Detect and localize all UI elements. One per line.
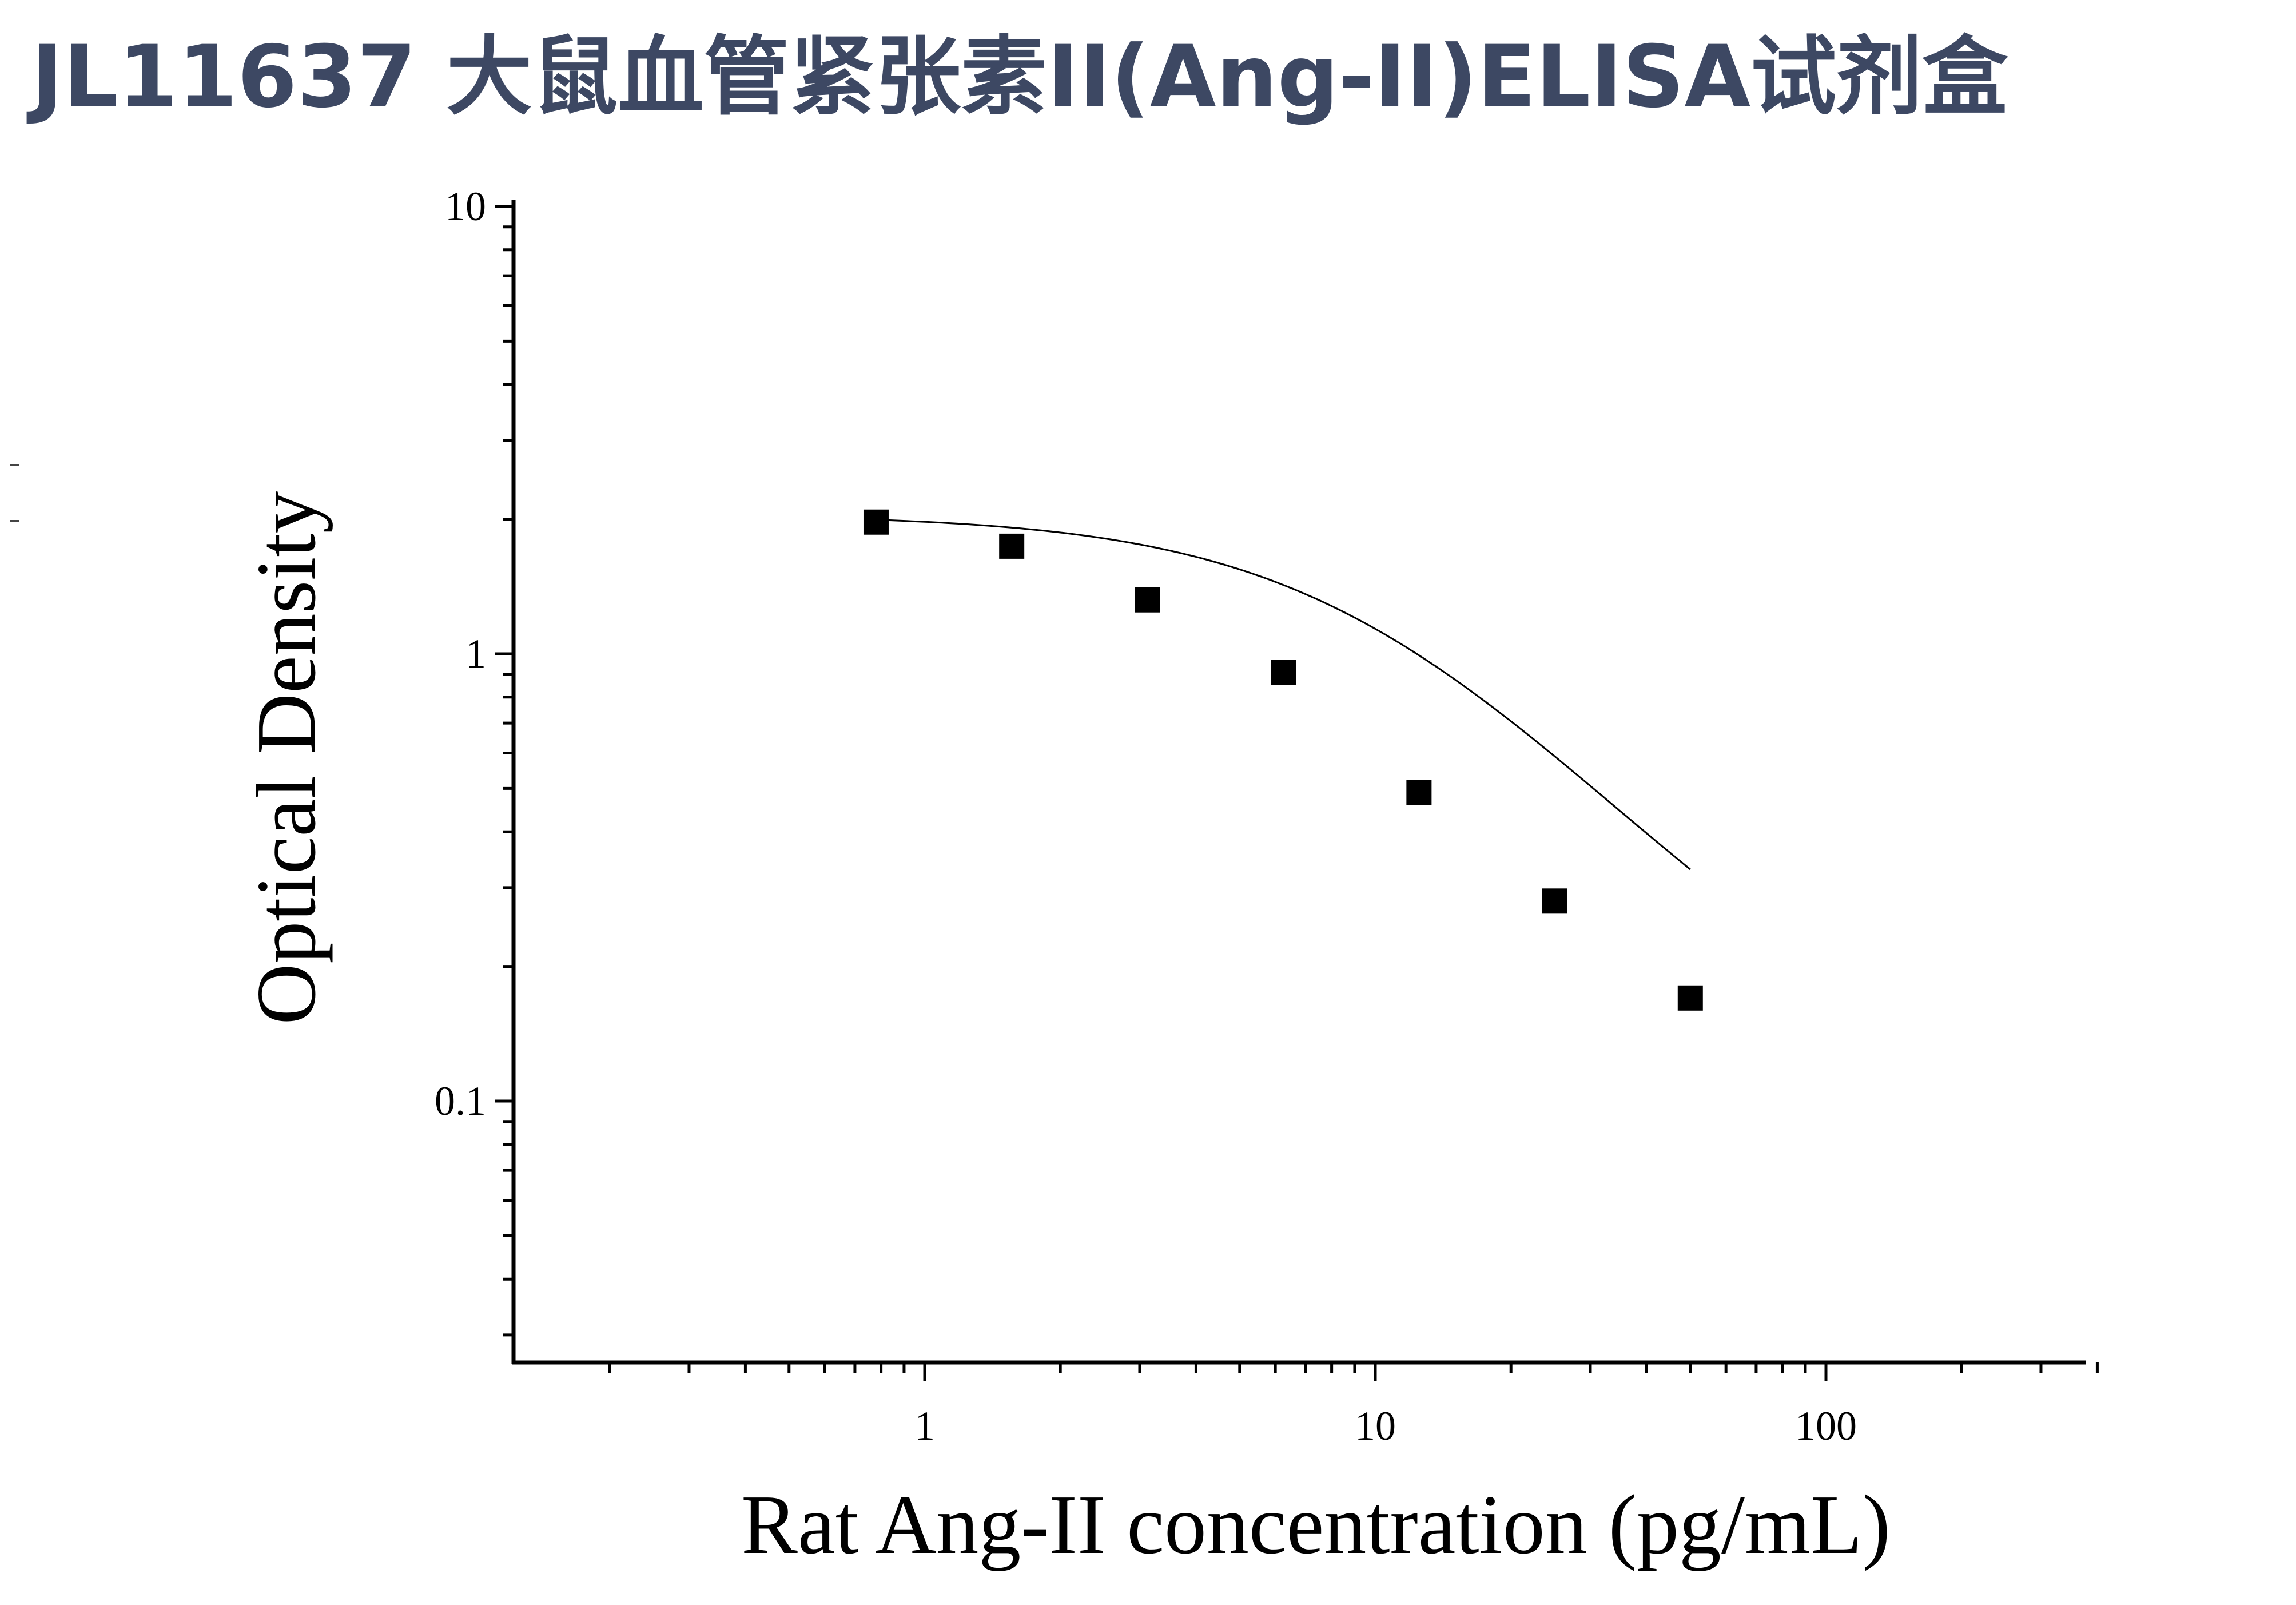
data-point-marker xyxy=(1406,780,1432,805)
y-tick-label: 1 xyxy=(465,631,486,677)
axes xyxy=(511,200,2086,1365)
data-point-marker xyxy=(999,533,1025,559)
data-markers xyxy=(863,509,1703,1011)
x-tick-label: 1 xyxy=(914,1403,935,1449)
x-tick-label: 10 xyxy=(1355,1403,1396,1449)
data-point-marker xyxy=(1677,985,1703,1011)
edge-marks xyxy=(10,464,19,522)
fit-curve-line xyxy=(876,519,1691,871)
data-point-marker xyxy=(1542,888,1567,914)
y-tick-label: 10 xyxy=(445,184,486,229)
data-point-marker xyxy=(1135,587,1160,613)
y-axis-title: Optical Density xyxy=(240,491,333,1024)
tick-labels: 1 10 100 0.1 1 10 xyxy=(435,184,1857,1449)
tick-marks xyxy=(495,205,2099,1381)
data-point-marker xyxy=(1271,660,1296,685)
x-axis-title: Rat Ang-II concentration (pg/mL) xyxy=(741,1478,1891,1572)
data-point-marker xyxy=(863,509,889,535)
x-tick-label: 100 xyxy=(1795,1403,1857,1449)
page-title: JL11637 大鼠血管紧张素II(Ang-II)ELISA试剂盒 xyxy=(31,27,2008,127)
y-tick-label: 0.1 xyxy=(435,1078,486,1124)
